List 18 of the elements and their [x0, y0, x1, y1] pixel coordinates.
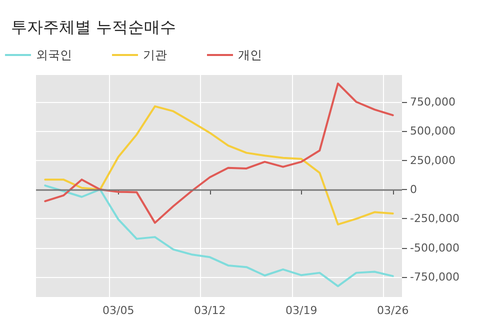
- y-tick-label: -250,000: [410, 212, 460, 226]
- line-series: [44, 105, 394, 226]
- y-tick-label: -500,000: [410, 241, 460, 254]
- y-tick-label: -750,000: [410, 270, 460, 284]
- legend-label: 개인: [238, 48, 262, 62]
- legend-label: 기관: [143, 48, 167, 62]
- y-tick-label: 0: [410, 183, 417, 196]
- x-tick-label: 03/12: [194, 304, 226, 317]
- y-tick-label: 250,000: [410, 154, 456, 167]
- y-tick-label: 500,000: [410, 124, 456, 138]
- x-tick-label: 03/26: [377, 304, 409, 317]
- line-series: [44, 184, 394, 288]
- chart-title: 투자주체별 누적순매수: [11, 18, 176, 36]
- y-tick-label: 750,000: [410, 95, 456, 108]
- line-series: [44, 82, 394, 224]
- x-tick-label: 03/05: [102, 304, 134, 317]
- legend-label: 외국인: [36, 48, 72, 62]
- x-tick-label: 03/19: [286, 304, 318, 317]
